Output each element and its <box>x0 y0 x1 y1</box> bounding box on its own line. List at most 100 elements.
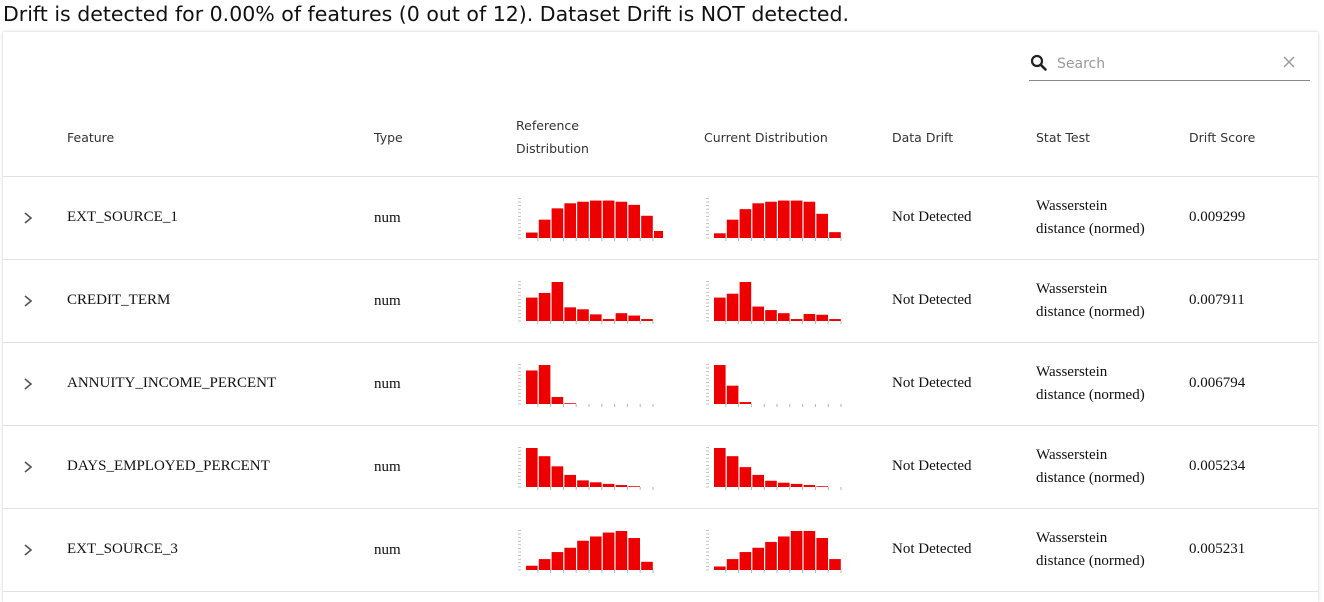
histogram-bar <box>602 319 615 321</box>
histogram-bar <box>714 365 726 404</box>
histogram-bar <box>765 480 777 487</box>
data-drift-status: Not Detected <box>892 541 972 557</box>
histogram-bar <box>816 213 828 238</box>
histogram-bar <box>641 561 653 570</box>
histogram-bar <box>538 292 551 321</box>
histogram-bar <box>551 396 564 404</box>
drift-score: 0.006794 <box>1189 375 1246 391</box>
divider <box>3 259 1318 260</box>
table-row: EXT_SOURCE_3 num Not Detected Wasserstein di… <box>3 509 1318 592</box>
data-drift-status: Not Detected <box>892 292 972 308</box>
histogram-bar <box>564 307 576 321</box>
divider <box>3 508 1318 509</box>
drift-score: 0.005234 <box>1189 458 1246 474</box>
histogram-bar <box>803 313 816 321</box>
column-header-drift-score[interactable]: Drift Score <box>1189 130 1256 145</box>
stat-test-line2: distance (normed) <box>1036 304 1145 320</box>
histogram-bar <box>615 313 628 321</box>
chevron-right-icon[interactable] <box>21 542 35 558</box>
histogram-bar <box>526 297 538 321</box>
histogram-bar <box>803 485 816 487</box>
drift-summary: Drift is detected for 0.00% of features … <box>3 2 850 26</box>
chevron-right-icon[interactable] <box>21 459 35 475</box>
histogram-bar <box>590 536 602 570</box>
histogram-bar <box>564 547 576 570</box>
histogram-bar <box>790 200 803 238</box>
column-header-current-distribution: Current Distribution <box>704 130 828 145</box>
column-header-feature[interactable]: Feature <box>67 130 115 145</box>
current-distribution-chart <box>706 197 842 241</box>
histogram-bar <box>765 541 777 570</box>
stat-test: Wasserstein distance (normed) <box>1036 444 1145 490</box>
current-distribution-chart <box>706 363 842 407</box>
histogram-bar <box>602 483 615 487</box>
histogram-bar <box>752 474 764 487</box>
histogram-bar <box>714 448 726 487</box>
chevron-right-icon[interactable] <box>21 293 35 309</box>
histogram-bar <box>564 403 576 404</box>
divider <box>3 342 1318 343</box>
stat-test: Wasserstein distance (normed) <box>1036 195 1145 241</box>
histogram-bar <box>739 467 752 487</box>
column-header-data-drift[interactable]: Data Drift <box>892 130 954 145</box>
histogram-bar <box>765 201 777 238</box>
current-distribution-chart <box>706 280 842 324</box>
feature-name: ANNUITY_INCOME_PERCENT <box>67 375 277 391</box>
histogram-bar <box>778 313 790 321</box>
reference-distribution-chart <box>518 363 654 407</box>
column-header-type[interactable]: Type <box>374 130 403 145</box>
histogram-bar <box>739 209 752 238</box>
divider <box>3 425 1318 426</box>
reference-distribution-chart <box>518 280 654 324</box>
histogram-bar <box>816 486 828 487</box>
histogram-bar <box>538 559 551 570</box>
histogram-bar <box>829 559 841 570</box>
feature-name: CREDIT_TERM <box>67 292 171 308</box>
histogram-bar <box>752 203 764 238</box>
histogram-bar <box>829 319 841 321</box>
stat-test-line1: Wasserstein <box>1036 281 1108 297</box>
chevron-right-icon[interactable] <box>21 376 35 392</box>
column-header-reference-distribution: Reference Distribution <box>516 114 589 160</box>
histogram-bar <box>726 385 739 404</box>
data-drift-status: Not Detected <box>892 375 972 391</box>
histogram-bar <box>778 536 790 570</box>
search-icon <box>1030 54 1047 71</box>
histogram-bar <box>564 203 576 238</box>
histogram-bar <box>726 456 739 487</box>
stat-test-line1: Wasserstein <box>1036 530 1108 546</box>
histogram-bar <box>829 232 841 238</box>
histogram-bar <box>752 547 764 570</box>
histogram-bar <box>816 314 828 321</box>
search-box[interactable] <box>1029 53 1310 81</box>
histogram-bar <box>526 232 538 238</box>
histogram-bar <box>615 485 628 487</box>
search-input[interactable] <box>1057 53 1277 75</box>
histogram-bar <box>628 486 640 487</box>
histogram-bar <box>778 482 790 487</box>
histogram-bar <box>551 552 564 570</box>
histogram-bar <box>726 559 739 570</box>
feature-type: num <box>374 376 401 392</box>
drift-table-card <box>3 32 1318 602</box>
close-icon[interactable] <box>1282 55 1296 69</box>
column-header-stat-test[interactable]: Stat Test <box>1036 130 1090 145</box>
current-distribution-chart <box>706 529 842 573</box>
feature-type: num <box>374 210 401 226</box>
feature-name: DAYS_EMPLOYED_PERCENT <box>67 458 270 474</box>
histogram-bar <box>714 233 726 238</box>
histogram-bar <box>628 204 640 238</box>
current-distribution-chart <box>706 446 842 490</box>
feature-name: EXT_SOURCE_1 <box>67 209 178 225</box>
histogram-bar <box>577 540 589 570</box>
histogram-bar <box>602 532 615 570</box>
histogram-bar <box>739 552 752 570</box>
histogram-bar <box>526 370 538 404</box>
chevron-right-icon[interactable] <box>21 210 35 226</box>
column-header-reference-line2: Distribution <box>516 141 589 156</box>
feature-type: num <box>374 542 401 558</box>
stat-test-line2: distance (normed) <box>1036 387 1145 403</box>
histogram-bar <box>538 365 551 404</box>
stat-test-line2: distance (normed) <box>1036 470 1145 486</box>
feature-type: num <box>374 293 401 309</box>
